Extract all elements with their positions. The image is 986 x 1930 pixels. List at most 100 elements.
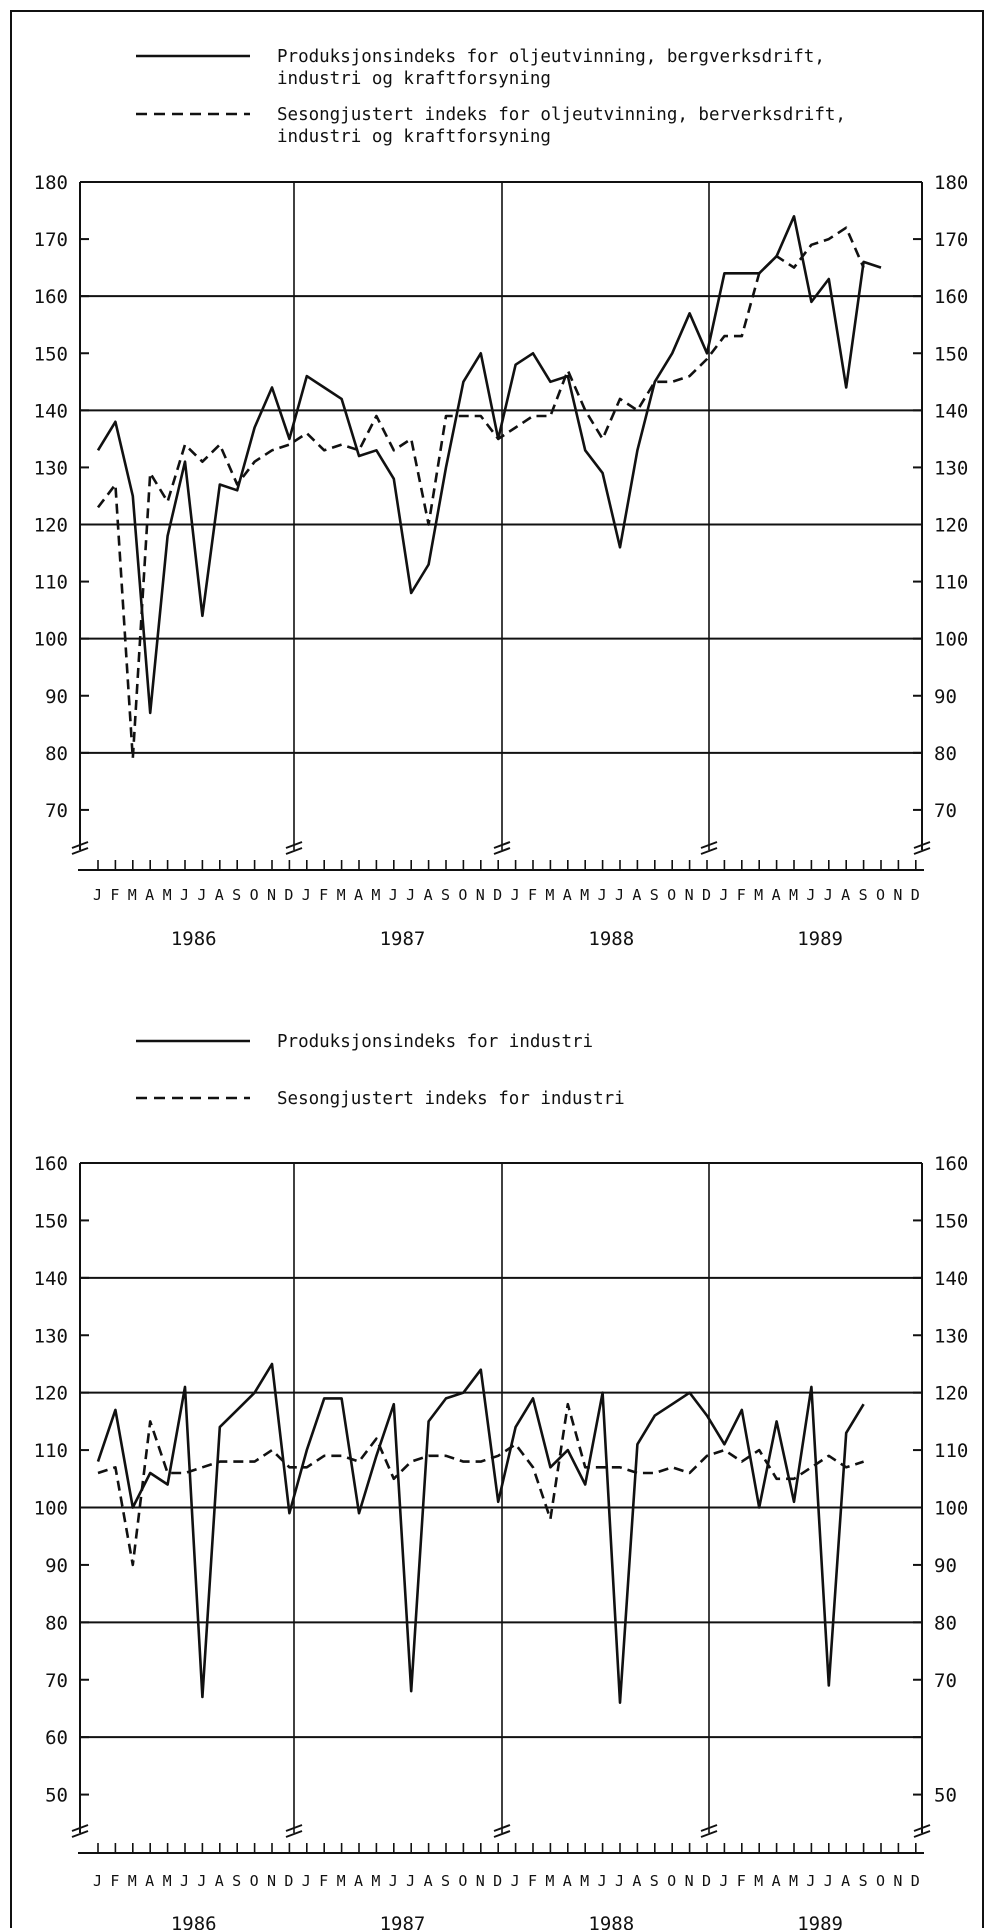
- y-tick-label-right: 90: [934, 686, 957, 708]
- month-label: F: [110, 886, 120, 904]
- legend-entry-1: Produksjonsindeks for industri: [136, 1032, 593, 1052]
- month-label: J: [615, 1872, 625, 1890]
- month-label: O: [667, 886, 677, 904]
- month-label: M: [545, 1872, 555, 1890]
- y-tick-label-right: 120: [934, 515, 968, 537]
- y-tick-label-left: 60: [45, 1727, 68, 1749]
- month-label: M: [163, 886, 173, 904]
- y-tick-label-right: 180: [934, 172, 968, 194]
- month-label: J: [598, 886, 608, 904]
- y-tick-label-left: 110: [34, 1440, 68, 1462]
- axis-break-mark: [493, 1830, 511, 1838]
- y-tick-label-left: 130: [34, 457, 68, 479]
- y-tick-label-left: 100: [34, 1498, 68, 1520]
- y-tick-label-right: 150: [934, 343, 968, 365]
- y-tick-label-right: 160: [934, 1153, 968, 1175]
- chart-1: Produksjonsindeks for oljeutvinning, ber…: [34, 47, 969, 950]
- month-label: O: [667, 1872, 677, 1890]
- y-tick-label-left: 130: [34, 1325, 68, 1347]
- y-tick-label-right: 150: [934, 1210, 968, 1232]
- month-label: A: [632, 886, 642, 904]
- month-label: M: [754, 886, 764, 904]
- month-label: D: [911, 1872, 921, 1890]
- y-tick-label-right: 130: [934, 1325, 968, 1347]
- month-label: F: [319, 1872, 329, 1890]
- month-label: J: [824, 886, 834, 904]
- month-label: J: [511, 1872, 521, 1890]
- axis-break-mark: [700, 847, 718, 855]
- y-tick-label-left: 150: [34, 1210, 68, 1232]
- month-label: A: [145, 886, 155, 904]
- y-tick-label-left: 80: [45, 743, 68, 765]
- year-label: 1987: [380, 1913, 426, 1930]
- year-label: 1986: [171, 1913, 217, 1930]
- y-tick-label-left: 140: [34, 1268, 68, 1290]
- year-label: 1989: [797, 928, 843, 950]
- y-tick-label-right: 50: [934, 1785, 957, 1807]
- y-tick-label-left: 160: [34, 1153, 68, 1175]
- y-tick-label-right: 70: [934, 800, 957, 822]
- y-tick-label-right: 160: [934, 286, 968, 308]
- month-label: O: [250, 886, 260, 904]
- axis-break-mark: [700, 841, 718, 849]
- month-label: J: [180, 886, 190, 904]
- axis-break-mark: [71, 841, 89, 849]
- month-label: A: [841, 886, 851, 904]
- month-label: F: [528, 886, 538, 904]
- axis-break-mark: [493, 847, 511, 855]
- y-tick-label-right: 100: [934, 629, 968, 651]
- month-label: M: [163, 1872, 173, 1890]
- series-line-solid: [96, 215, 882, 715]
- month-label: F: [528, 1872, 538, 1890]
- y-tick-label-right: 100: [934, 1498, 968, 1520]
- legend-label: Sesongjustert indeks for industri: [277, 1089, 625, 1109]
- y-tick-label-left: 120: [34, 515, 68, 537]
- month-label: J: [719, 886, 729, 904]
- month-label: A: [632, 1872, 642, 1890]
- month-label: F: [737, 886, 747, 904]
- axis-break-mark: [285, 1830, 303, 1838]
- month-label: A: [424, 1872, 434, 1890]
- month-label: J: [615, 886, 625, 904]
- month-label: J: [389, 886, 399, 904]
- y-tick-label-left: 150: [34, 343, 68, 365]
- y-tick-label-right: 140: [934, 1268, 968, 1290]
- month-label: S: [232, 886, 242, 904]
- month-label: A: [772, 1872, 782, 1890]
- month-label: S: [232, 1872, 242, 1890]
- month-label: A: [424, 886, 434, 904]
- month-label: M: [754, 1872, 764, 1890]
- axis-break-mark: [71, 1824, 89, 1832]
- legend-entry-2: Sesongjustert indeks for industri: [136, 1089, 625, 1109]
- y-tick-label-left: 140: [34, 400, 68, 422]
- month-label: J: [719, 1872, 729, 1890]
- year-label: 1988: [588, 928, 634, 950]
- y-tick-label-right: 140: [934, 400, 968, 422]
- month-label: A: [841, 1872, 851, 1890]
- month-label: J: [302, 886, 312, 904]
- axis-break-mark: [285, 1824, 303, 1832]
- y-tick-label-left: 90: [45, 686, 68, 708]
- legend-entry-1: Produksjonsindeks for oljeutvinning, ber…: [136, 47, 825, 89]
- legend-label: industri og kraftforsyning: [277, 69, 551, 89]
- month-label: M: [128, 1872, 138, 1890]
- y-tick-label-right: 70: [934, 1670, 957, 1692]
- series-line-solid: [96, 1362, 865, 1704]
- legend-label: industri og kraftforsyning: [277, 127, 551, 147]
- legend-label: Sesongjustert indeks for oljeutvinning, …: [277, 105, 846, 125]
- month-label: A: [215, 1872, 225, 1890]
- month-label: D: [284, 1872, 294, 1890]
- y-tick-label-right: 80: [934, 1612, 957, 1634]
- month-label: M: [789, 886, 799, 904]
- y-tick-label-left: 120: [34, 1383, 68, 1405]
- month-label: O: [876, 1872, 886, 1890]
- month-label: D: [493, 886, 503, 904]
- month-label: N: [267, 886, 277, 904]
- axis-break-mark: [913, 1824, 931, 1832]
- month-label: A: [215, 886, 225, 904]
- legend-label: Produksjonsindeks for oljeutvinning, ber…: [277, 47, 825, 67]
- year-label: 1987: [380, 928, 426, 950]
- month-label: M: [545, 886, 555, 904]
- month-label: A: [354, 1872, 364, 1890]
- y-tick-label-right: 110: [934, 572, 968, 594]
